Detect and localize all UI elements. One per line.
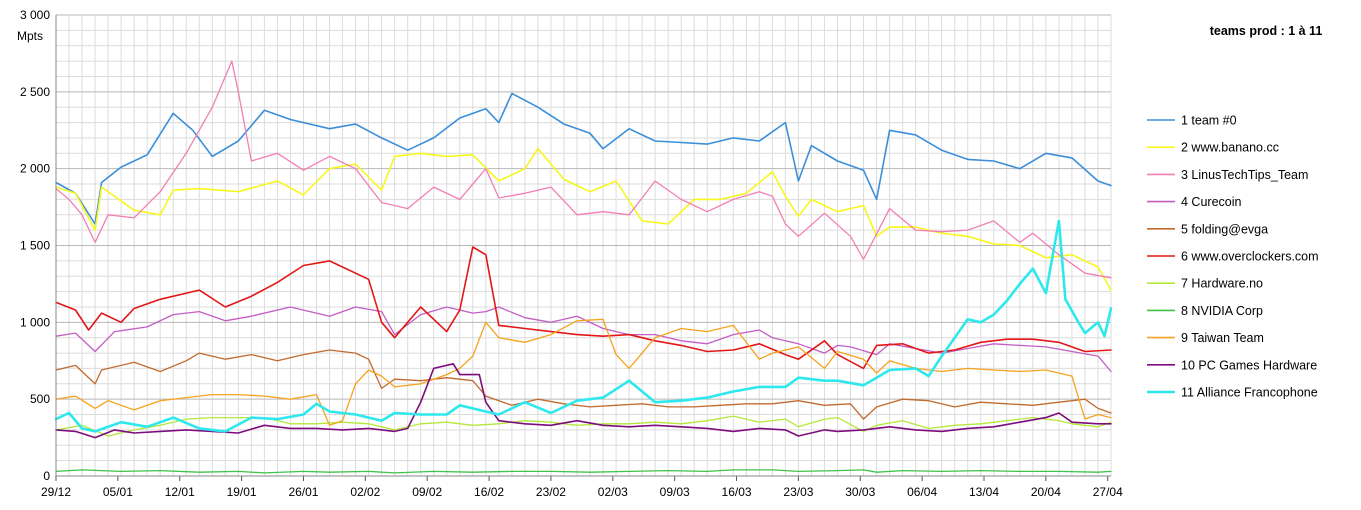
chart-title: teams prod : 1 à 11	[1210, 24, 1323, 38]
x-tick-label: 26/01	[288, 485, 318, 499]
series-line-2	[55, 147, 1112, 291]
legend-label: 4 Curecoin	[1181, 195, 1241, 209]
x-axis-ticks: 29/12 05/01 12/01 19/01 26/01 02/02 09/02 16/02…	[41, 476, 1123, 499]
series-line-8	[55, 469, 1112, 474]
legend-label: 5 folding@evga	[1181, 222, 1268, 236]
x-tick-label: 09/02	[412, 485, 442, 499]
x-tick-label: 20/04	[1031, 485, 1061, 499]
x-tick-label: 23/02	[536, 485, 566, 499]
x-tick-label: 19/01	[227, 485, 257, 499]
y-axis-ticks: 0 500 1 000 1 500 2 000 2 500 3 000	[20, 8, 50, 483]
legend-label: 2 www.banano.cc	[1181, 141, 1279, 155]
series-line-11	[54, 219, 1113, 433]
series-lines	[54, 60, 1113, 474]
legend-label: 11 Alliance Francophone	[1181, 386, 1318, 400]
x-tick-label: 02/03	[598, 485, 628, 499]
series-line-3	[55, 60, 1112, 279]
x-tick-label: 16/02	[474, 485, 504, 499]
x-tick-label: 05/01	[103, 485, 133, 499]
x-tick-label: 27/04	[1093, 485, 1123, 499]
legend-label: 9 Taiwan Team	[1181, 331, 1264, 345]
series-line-7	[55, 415, 1112, 437]
y-tick-label: 0	[43, 469, 50, 483]
y-tick-label: 2 500	[20, 85, 50, 99]
legend-label: 7 Hardware.no	[1181, 277, 1263, 291]
y-tick-label: 1 500	[20, 239, 50, 253]
series-line-5	[55, 349, 1112, 420]
series-line-9	[55, 318, 1112, 426]
legend-label: 10 PC Games Hardware	[1181, 358, 1317, 372]
y-tick-label: 2 000	[20, 162, 50, 176]
x-tick-label: 12/01	[165, 485, 195, 499]
x-tick-label: 13/04	[969, 485, 999, 499]
x-tick-label: 02/02	[350, 485, 380, 499]
x-tick-label: 06/04	[907, 485, 937, 499]
x-tick-label: 09/03	[660, 485, 690, 499]
legend-label: 3 LinusTechTips_Team	[1181, 168, 1308, 182]
legend-label: 8 NVIDIA Corp	[1181, 304, 1263, 318]
legend: 1 team #0 2 www.banano.cc 3 LinusTechTips_…	[1147, 114, 1319, 400]
legend-label: 1 team #0	[1181, 114, 1237, 128]
x-tick-label: 29/12	[41, 485, 71, 499]
y-axis-label: Mpts	[17, 29, 43, 43]
y-tick-label: 3 000	[20, 8, 50, 22]
y-tick-label: 500	[30, 392, 50, 406]
series-line-6	[55, 246, 1112, 370]
series-line-1	[55, 92, 1112, 225]
chart-axes	[55, 15, 1111, 477]
x-tick-label: 23/03	[783, 485, 813, 499]
series-line-4	[55, 306, 1112, 373]
y-tick-label: 1 000	[20, 315, 50, 329]
legend-label: 6 www.overclockers.com	[1181, 250, 1319, 264]
series-line-10	[55, 362, 1112, 439]
x-tick-label: 16/03	[722, 485, 752, 499]
x-tick-label: 30/03	[845, 485, 875, 499]
